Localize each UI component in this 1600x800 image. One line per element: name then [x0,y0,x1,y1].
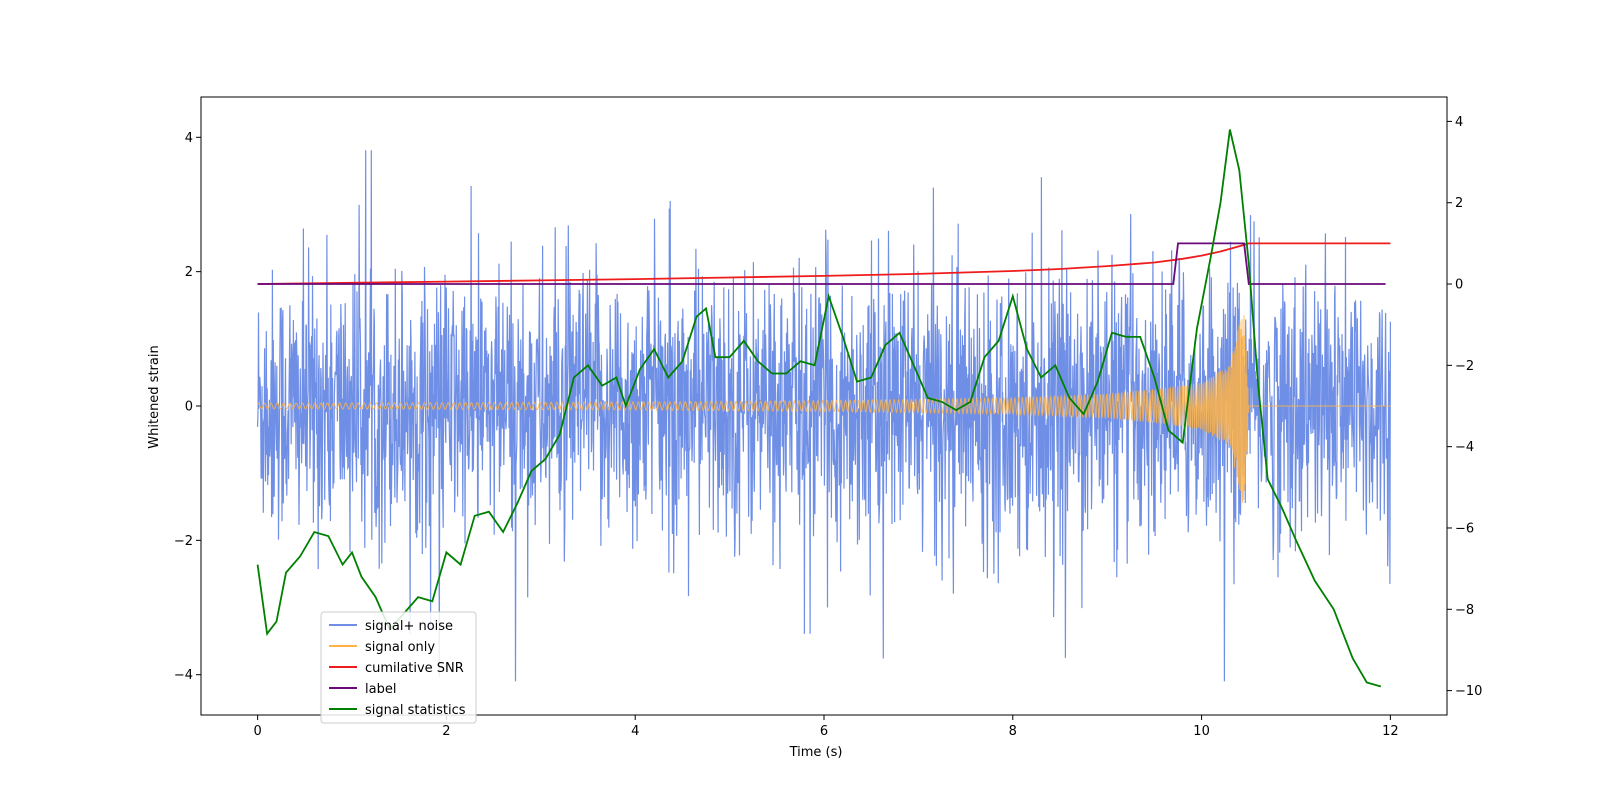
x-tick-label: 6 [820,724,828,739]
x-tick-label: 12 [1382,724,1399,739]
legend-label-signal-noise: signal+ noise [365,619,453,634]
x-tick-label: 8 [1009,724,1017,739]
y-tick-label: 0 [185,400,193,415]
signal-only-trace [257,315,1391,503]
y2-tick-label: −8 [1455,603,1474,618]
signal-only-line [257,315,1391,503]
legend-label-label: label [365,682,396,697]
y2-tick-label: −10 [1455,684,1482,699]
y-tick-label: 2 [185,265,193,280]
x-tick-label: 10 [1193,724,1210,739]
legend-label-cumulative-snr: cumilative SNR [365,661,464,676]
x-axis-label: Time (s) [789,745,843,760]
y-tick-label: −2 [174,534,193,549]
x-tick-label: 0 [253,724,261,739]
y2-tick-label: 2 [1455,196,1463,211]
y2-tick-label: −2 [1455,359,1474,374]
axis-ticks: 0 2 4 6 8 10 12 −4 −2 0 2 4 −10 −8 −6 −4 −2 0 2 4 [174,115,1483,739]
legend: signal+ noise signal only cumilative SNR… [320,611,477,724]
x-tick-label: 2 [442,724,450,739]
cumulative-snr-line [257,242,1391,285]
series-lines [256,129,1391,688]
y2-tick-label: 4 [1455,115,1463,130]
legend-label-signal-statistics: signal statistics [365,703,466,718]
y2-tick-label: 0 [1455,278,1463,293]
legend-box [320,611,477,724]
y-tick-label: −4 [174,668,193,683]
legend-label-signal-only: signal only [365,640,435,655]
signal-statistics-line [256,129,1382,688]
x-tick-label: 4 [631,724,639,739]
y2-tick-label: −4 [1455,440,1474,455]
y2-tick-label: −6 [1455,521,1474,536]
y-tick-label: 4 [185,131,193,146]
label-line [257,242,1386,285]
y-axis-label: Whitened strain [147,345,162,448]
